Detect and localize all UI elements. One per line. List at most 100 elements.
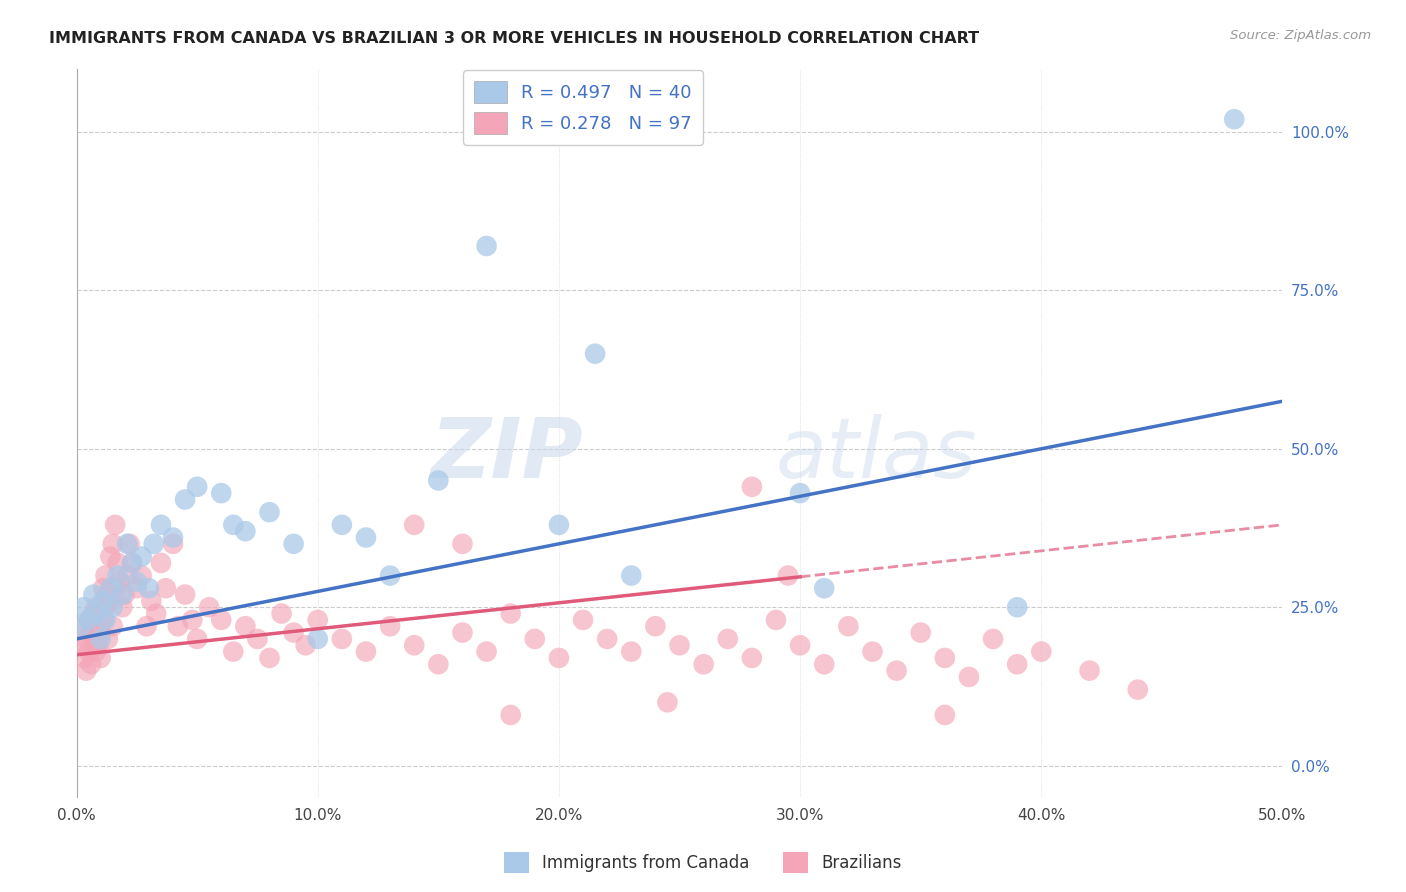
Point: [80, 657, 103, 672]
Point: [548, 517, 571, 532]
Point: [97, 632, 120, 646]
Point: [142, 537, 165, 551]
Point: [222, 517, 245, 532]
Point: [596, 632, 619, 646]
Point: [1005, 657, 1028, 672]
Text: IMMIGRANTS FROM CANADA VS BRAZILIAN 3 OR MORE VEHICLES IN HOUSEHOLD CORRELATION : IMMIGRANTS FROM CANADA VS BRAZILIAN 3 OR…: [49, 31, 980, 46]
Point: [209, 486, 232, 500]
Point: [138, 581, 160, 595]
Point: [77, 613, 100, 627]
Point: [354, 531, 377, 545]
Point: [294, 638, 316, 652]
Point: [813, 657, 835, 672]
Point: [101, 600, 124, 615]
Point: [114, 588, 136, 602]
Point: [837, 619, 859, 633]
Point: [668, 638, 690, 652]
Point: [101, 619, 124, 633]
Point: [90, 625, 112, 640]
Point: [98, 594, 121, 608]
Point: [91, 613, 114, 627]
Point: [957, 670, 980, 684]
Point: [70, 619, 93, 633]
Point: [73, 600, 96, 615]
Point: [198, 600, 221, 615]
Point: [108, 574, 131, 589]
Point: [572, 613, 595, 627]
Point: [174, 588, 197, 602]
Point: [84, 644, 107, 658]
Point: [813, 581, 835, 595]
Point: [283, 625, 305, 640]
Point: [283, 537, 305, 551]
Point: [246, 632, 269, 646]
Text: Source: ZipAtlas.com: Source: ZipAtlas.com: [1230, 29, 1371, 42]
Point: [121, 556, 143, 570]
Point: [104, 517, 127, 532]
Point: [125, 581, 148, 595]
Point: [523, 632, 546, 646]
Point: [115, 568, 138, 582]
Point: [149, 517, 172, 532]
Point: [131, 549, 153, 564]
Point: [181, 613, 204, 627]
Point: [141, 594, 163, 608]
Point: [118, 537, 141, 551]
Point: [75, 632, 97, 646]
Point: [77, 613, 100, 627]
Point: [209, 613, 232, 627]
Point: [87, 619, 110, 633]
Legend: Immigrants from Canada, Brazilians: Immigrants from Canada, Brazilians: [498, 846, 908, 880]
Point: [330, 632, 353, 646]
Point: [98, 581, 121, 595]
Point: [475, 239, 498, 253]
Point: [91, 581, 114, 595]
Point: [87, 638, 110, 652]
Point: [162, 537, 184, 551]
Point: [94, 568, 117, 582]
Point: [378, 619, 401, 633]
Point: [765, 613, 787, 627]
Point: [583, 347, 606, 361]
Point: [354, 644, 377, 658]
Point: [307, 613, 329, 627]
Point: [307, 632, 329, 646]
Point: [235, 524, 257, 538]
Point: [155, 581, 177, 595]
Point: [886, 664, 908, 678]
Point: [82, 632, 104, 646]
Point: [789, 638, 811, 652]
Point: [548, 651, 571, 665]
Point: [84, 600, 107, 615]
Point: [145, 607, 167, 621]
Point: [620, 568, 643, 582]
Point: [475, 644, 498, 658]
Point: [259, 651, 281, 665]
Point: [162, 531, 184, 545]
Point: [82, 588, 104, 602]
Point: [235, 619, 257, 633]
Point: [741, 651, 763, 665]
Point: [222, 644, 245, 658]
Point: [1126, 682, 1149, 697]
Point: [75, 664, 97, 678]
Point: [404, 517, 426, 532]
Point: [84, 607, 107, 621]
Point: [427, 657, 450, 672]
Point: [70, 638, 93, 652]
Point: [789, 486, 811, 500]
Point: [499, 708, 522, 723]
Point: [910, 625, 932, 640]
Point: [451, 625, 474, 640]
Point: [776, 568, 799, 582]
Point: [934, 651, 956, 665]
Legend: R = 0.497   N = 40, R = 0.278   N = 97: R = 0.497 N = 40, R = 0.278 N = 97: [464, 70, 703, 145]
Point: [657, 695, 679, 709]
Point: [73, 651, 96, 665]
Point: [270, 607, 292, 621]
Text: atlas: atlas: [776, 414, 977, 495]
Point: [94, 613, 117, 627]
Point: [111, 588, 134, 602]
Point: [981, 632, 1004, 646]
Point: [90, 632, 112, 646]
